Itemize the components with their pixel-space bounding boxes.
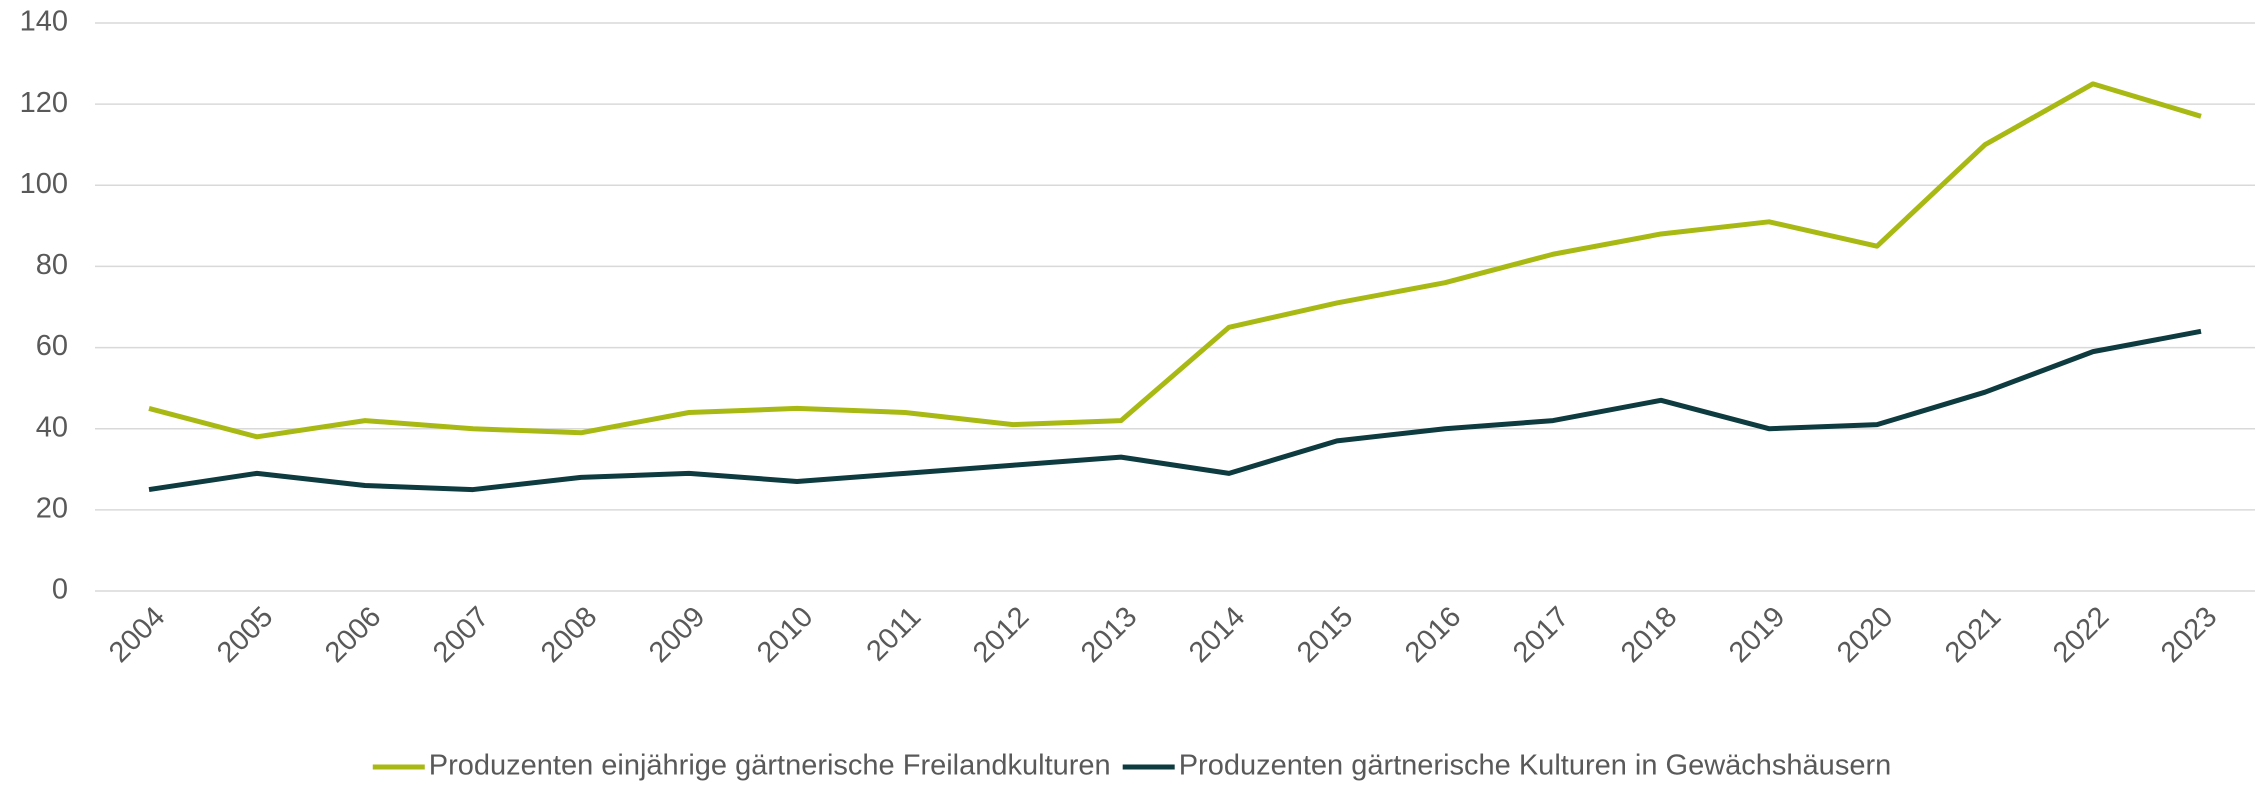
y-tick-label: 40 [36,411,68,443]
x-tick-label: 2007 [427,601,495,669]
x-tick-label: 2019 [1723,601,1791,669]
x-tick-label: 2008 [535,601,603,669]
y-tick-label: 120 [20,87,68,119]
x-tick-label: 2005 [211,601,279,669]
x-tick-label: 2021 [1939,601,2007,669]
x-tick-label: 2017 [1507,601,1575,669]
y-tick-label: 20 [36,493,68,525]
y-tick-label: 80 [36,249,68,281]
x-tick-label: 2014 [1183,601,1251,669]
x-tick-label: 2018 [1615,601,1683,669]
line-series [148,81,2202,440]
x-tick-label: 2015 [1291,601,1359,669]
x-tick-label: 2004 [103,601,171,669]
y-tick-label: 140 [20,6,68,38]
x-tick-label: 2011 [861,601,928,668]
x-tick-label: 2020 [1831,601,1899,669]
y-tick-label: 0 [52,574,68,606]
x-tick-label: 2009 [643,601,711,669]
y-tick-label: 60 [36,330,68,362]
x-tick-label: 2016 [1399,601,1467,669]
line-series [148,328,2202,493]
legend-label: Produzenten einjährige gärtnerische Frei… [429,750,1111,782]
x-tick-label: 2010 [751,601,819,669]
y-tick-label: 100 [20,168,68,200]
legend-label: Produzenten gärtnerische Kulturen in Gew… [1179,750,1892,782]
x-tick-label: 2022 [2047,601,2115,669]
x-tick-label: 2012 [967,601,1035,669]
x-tick-label: 2006 [319,601,387,669]
x-tick-label: 2023 [2155,601,2223,669]
x-tick-label: 2013 [1075,601,1143,669]
